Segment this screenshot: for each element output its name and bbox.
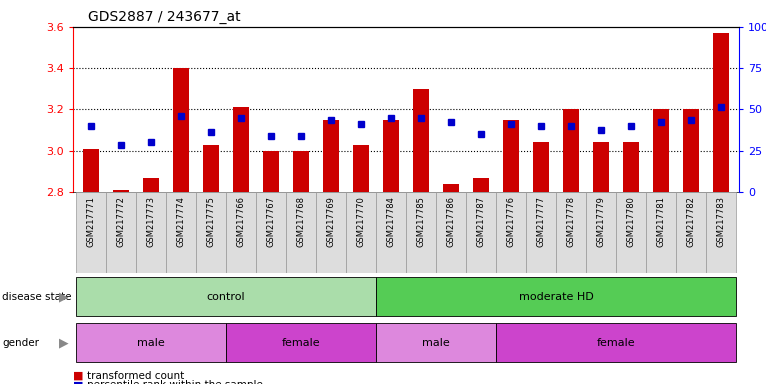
Text: ■: ■ bbox=[73, 380, 83, 384]
FancyBboxPatch shape bbox=[226, 192, 256, 273]
Text: male: male bbox=[422, 338, 450, 348]
Text: control: control bbox=[207, 291, 245, 302]
Text: GDS2887 / 243677_at: GDS2887 / 243677_at bbox=[88, 10, 241, 23]
FancyBboxPatch shape bbox=[676, 192, 706, 273]
FancyBboxPatch shape bbox=[376, 192, 406, 273]
Bar bbox=[653, 109, 669, 192]
Text: GSM217778: GSM217778 bbox=[567, 196, 575, 247]
Bar bbox=[352, 144, 369, 192]
Bar bbox=[623, 142, 640, 192]
Text: GSM217771: GSM217771 bbox=[87, 196, 95, 247]
Bar bbox=[713, 33, 729, 192]
FancyBboxPatch shape bbox=[76, 323, 226, 362]
FancyBboxPatch shape bbox=[196, 192, 226, 273]
FancyBboxPatch shape bbox=[76, 192, 106, 273]
Text: GSM217785: GSM217785 bbox=[417, 196, 425, 247]
FancyBboxPatch shape bbox=[436, 192, 466, 273]
Text: GSM217767: GSM217767 bbox=[267, 196, 276, 247]
Bar bbox=[233, 108, 249, 192]
FancyBboxPatch shape bbox=[647, 192, 676, 273]
Text: GSM217776: GSM217776 bbox=[506, 196, 516, 247]
FancyBboxPatch shape bbox=[556, 192, 586, 273]
FancyBboxPatch shape bbox=[165, 192, 196, 273]
Text: GSM217770: GSM217770 bbox=[356, 196, 365, 247]
Text: gender: gender bbox=[2, 338, 39, 348]
Bar bbox=[683, 109, 699, 192]
Text: female: female bbox=[597, 338, 636, 348]
Bar bbox=[533, 142, 549, 192]
Bar bbox=[113, 190, 129, 192]
FancyBboxPatch shape bbox=[76, 277, 376, 316]
FancyBboxPatch shape bbox=[466, 192, 496, 273]
Bar bbox=[443, 184, 460, 192]
FancyBboxPatch shape bbox=[286, 192, 316, 273]
FancyBboxPatch shape bbox=[226, 323, 376, 362]
FancyBboxPatch shape bbox=[376, 277, 736, 316]
Text: ▶: ▶ bbox=[59, 290, 68, 303]
Text: transformed count: transformed count bbox=[87, 371, 184, 381]
Text: GSM217775: GSM217775 bbox=[206, 196, 215, 247]
Bar bbox=[322, 120, 339, 192]
FancyBboxPatch shape bbox=[616, 192, 647, 273]
Bar bbox=[473, 177, 489, 192]
FancyBboxPatch shape bbox=[526, 192, 556, 273]
FancyBboxPatch shape bbox=[496, 192, 526, 273]
FancyBboxPatch shape bbox=[136, 192, 165, 273]
Bar bbox=[413, 89, 429, 192]
FancyBboxPatch shape bbox=[406, 192, 436, 273]
FancyBboxPatch shape bbox=[106, 192, 136, 273]
Text: ▶: ▶ bbox=[59, 336, 68, 349]
Bar bbox=[593, 142, 610, 192]
Bar bbox=[83, 149, 99, 192]
Text: GSM217784: GSM217784 bbox=[387, 196, 395, 247]
Text: GSM217766: GSM217766 bbox=[237, 196, 245, 247]
Text: moderate HD: moderate HD bbox=[519, 291, 594, 302]
FancyBboxPatch shape bbox=[256, 192, 286, 273]
Text: GSM217781: GSM217781 bbox=[656, 196, 666, 247]
Text: GSM217772: GSM217772 bbox=[116, 196, 126, 247]
Text: percentile rank within the sample: percentile rank within the sample bbox=[87, 380, 263, 384]
Text: male: male bbox=[137, 338, 165, 348]
Bar bbox=[202, 144, 219, 192]
Text: disease state: disease state bbox=[2, 291, 72, 302]
Text: GSM217780: GSM217780 bbox=[627, 196, 636, 247]
Text: GSM217782: GSM217782 bbox=[686, 196, 696, 247]
FancyBboxPatch shape bbox=[316, 192, 346, 273]
Bar bbox=[263, 151, 279, 192]
FancyBboxPatch shape bbox=[706, 192, 736, 273]
Text: GSM217773: GSM217773 bbox=[146, 196, 155, 247]
FancyBboxPatch shape bbox=[496, 323, 736, 362]
FancyBboxPatch shape bbox=[376, 323, 496, 362]
Text: GSM217769: GSM217769 bbox=[326, 196, 336, 247]
Bar bbox=[383, 120, 399, 192]
Text: GSM217774: GSM217774 bbox=[176, 196, 185, 247]
FancyBboxPatch shape bbox=[346, 192, 376, 273]
Text: GSM217779: GSM217779 bbox=[597, 196, 606, 247]
Text: ■: ■ bbox=[73, 371, 83, 381]
Text: GSM217786: GSM217786 bbox=[447, 196, 456, 247]
FancyBboxPatch shape bbox=[586, 192, 616, 273]
Text: GSM217783: GSM217783 bbox=[717, 196, 725, 247]
Text: GSM217777: GSM217777 bbox=[536, 196, 545, 247]
Bar bbox=[142, 177, 159, 192]
Bar bbox=[293, 151, 309, 192]
Text: GSM217768: GSM217768 bbox=[296, 196, 306, 247]
Bar bbox=[502, 120, 519, 192]
Text: GSM217787: GSM217787 bbox=[476, 196, 486, 247]
Bar bbox=[172, 68, 189, 192]
Bar bbox=[563, 109, 579, 192]
Text: female: female bbox=[282, 338, 320, 348]
